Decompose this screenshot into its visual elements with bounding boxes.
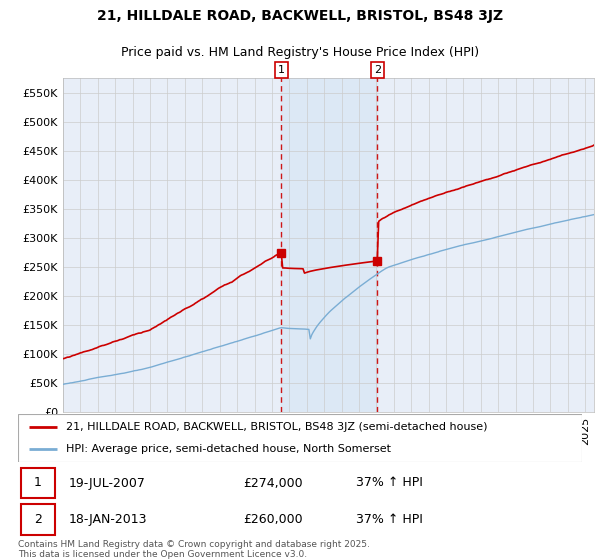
Text: 19-JUL-2007: 19-JUL-2007 bbox=[69, 477, 146, 489]
Text: HPI: Average price, semi-detached house, North Somerset: HPI: Average price, semi-detached house,… bbox=[66, 444, 391, 454]
Text: 18-JAN-2013: 18-JAN-2013 bbox=[69, 513, 147, 526]
Text: £260,000: £260,000 bbox=[244, 513, 303, 526]
Text: 2: 2 bbox=[34, 513, 41, 526]
Text: 1: 1 bbox=[278, 65, 285, 75]
Text: 21, HILLDALE ROAD, BACKWELL, BRISTOL, BS48 3JZ: 21, HILLDALE ROAD, BACKWELL, BRISTOL, BS… bbox=[97, 9, 503, 23]
Text: Contains HM Land Registry data © Crown copyright and database right 2025.
This d: Contains HM Land Registry data © Crown c… bbox=[18, 540, 370, 559]
Bar bbox=[21, 504, 55, 535]
Text: 1: 1 bbox=[34, 477, 41, 489]
Text: Price paid vs. HM Land Registry's House Price Index (HPI): Price paid vs. HM Land Registry's House … bbox=[121, 46, 479, 59]
Text: 21, HILLDALE ROAD, BACKWELL, BRISTOL, BS48 3JZ (semi-detached house): 21, HILLDALE ROAD, BACKWELL, BRISTOL, BS… bbox=[66, 422, 487, 432]
Text: 2: 2 bbox=[374, 65, 381, 75]
Text: £274,000: £274,000 bbox=[244, 477, 303, 489]
Bar bbox=[281, 78, 377, 412]
Bar bbox=[21, 468, 55, 498]
Text: 37% ↑ HPI: 37% ↑ HPI bbox=[356, 477, 423, 489]
Text: 37% ↑ HPI: 37% ↑ HPI bbox=[356, 513, 423, 526]
